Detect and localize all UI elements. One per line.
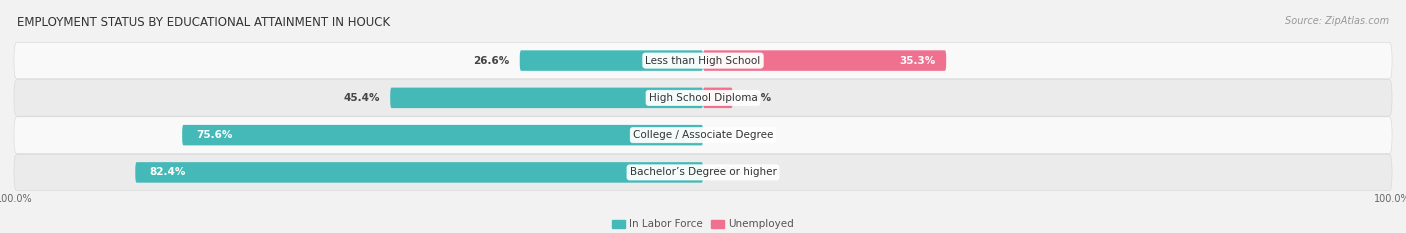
Text: 0.0%: 0.0% — [713, 168, 742, 177]
Legend: In Labor Force, Unemployed: In Labor Force, Unemployed — [609, 215, 797, 233]
FancyBboxPatch shape — [703, 50, 946, 71]
FancyBboxPatch shape — [14, 117, 1392, 153]
FancyBboxPatch shape — [183, 125, 703, 145]
FancyBboxPatch shape — [703, 88, 733, 108]
Text: EMPLOYMENT STATUS BY EDUCATIONAL ATTAINMENT IN HOUCK: EMPLOYMENT STATUS BY EDUCATIONAL ATTAINM… — [17, 16, 389, 29]
Text: 82.4%: 82.4% — [149, 168, 186, 177]
FancyBboxPatch shape — [14, 80, 1392, 116]
Text: 35.3%: 35.3% — [900, 56, 936, 65]
FancyBboxPatch shape — [520, 50, 703, 71]
Text: College / Associate Degree: College / Associate Degree — [633, 130, 773, 140]
FancyBboxPatch shape — [135, 162, 703, 183]
FancyBboxPatch shape — [14, 154, 1392, 191]
Text: 45.4%: 45.4% — [343, 93, 380, 103]
FancyBboxPatch shape — [14, 42, 1392, 79]
Text: 26.6%: 26.6% — [474, 56, 509, 65]
Text: Bachelor’s Degree or higher: Bachelor’s Degree or higher — [630, 168, 776, 177]
Text: High School Diploma: High School Diploma — [648, 93, 758, 103]
FancyBboxPatch shape — [391, 88, 703, 108]
Text: 0.0%: 0.0% — [713, 130, 742, 140]
Text: 75.6%: 75.6% — [195, 130, 232, 140]
Text: 4.3%: 4.3% — [742, 93, 772, 103]
Text: Less than High School: Less than High School — [645, 56, 761, 65]
Text: Source: ZipAtlas.com: Source: ZipAtlas.com — [1285, 16, 1389, 26]
